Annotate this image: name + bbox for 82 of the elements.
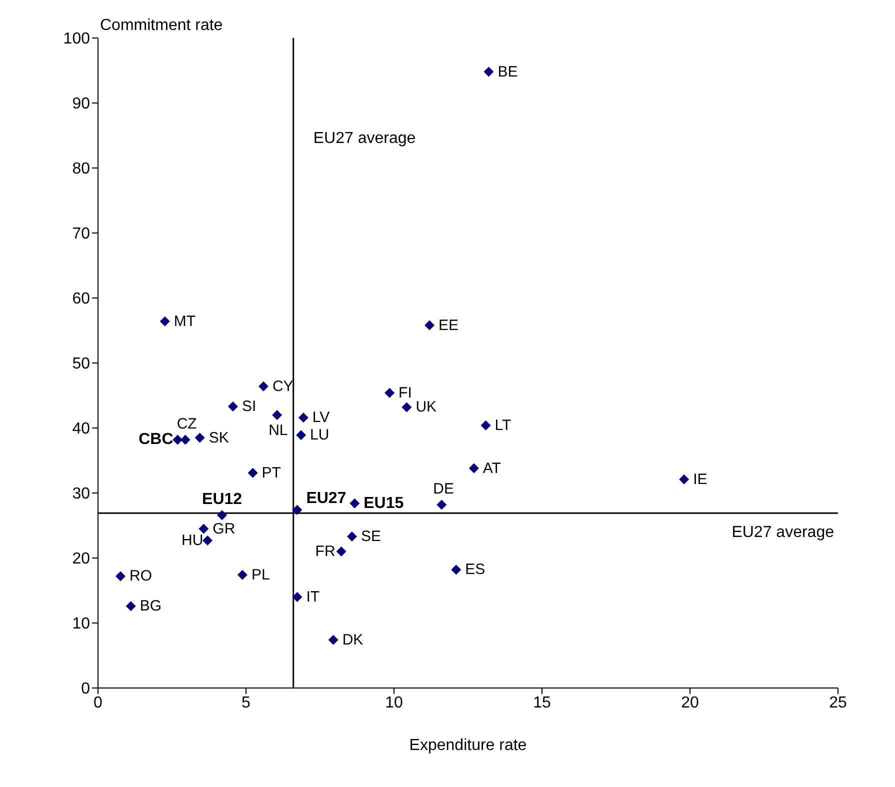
annotation: LV bbox=[312, 409, 330, 426]
y-tick-label: 70 bbox=[72, 226, 90, 243]
annotation: HU bbox=[182, 532, 204, 549]
ref-line-label: EU27 average bbox=[732, 524, 834, 542]
point bbox=[296, 430, 306, 440]
point bbox=[480, 420, 491, 430]
y-tick-label: 0 bbox=[81, 680, 90, 698]
point bbox=[115, 571, 126, 582]
point bbox=[272, 410, 282, 420]
x-tick-label: 5 bbox=[242, 694, 251, 712]
point bbox=[198, 524, 209, 534]
point bbox=[258, 381, 268, 392]
point bbox=[228, 402, 238, 412]
point bbox=[451, 564, 462, 575]
y-tick-label: 10 bbox=[72, 616, 90, 633]
annotation: RO bbox=[129, 568, 152, 585]
x-tick-label: 10 bbox=[385, 694, 403, 712]
y-tick-label: 40 bbox=[72, 420, 90, 438]
point bbox=[484, 66, 494, 77]
point bbox=[350, 498, 360, 508]
annotation: EU15 bbox=[364, 494, 404, 512]
annotation: FI bbox=[398, 384, 412, 402]
point bbox=[248, 468, 258, 478]
point bbox=[402, 402, 412, 412]
annotation: NL bbox=[268, 422, 288, 439]
annotation: AT bbox=[482, 460, 501, 477]
annotation: LU bbox=[310, 426, 330, 444]
annotation: CBC bbox=[138, 431, 174, 448]
x-tick-label: 25 bbox=[829, 694, 847, 712]
annotation: FR bbox=[315, 543, 336, 560]
point bbox=[160, 316, 170, 326]
y-tick-label: 20 bbox=[72, 550, 90, 568]
annotation: IE bbox=[693, 470, 708, 488]
annotation: PT bbox=[262, 464, 281, 482]
annotation: EU12 bbox=[202, 491, 242, 508]
annotation: SK bbox=[208, 429, 229, 446]
y-tick-label: 50 bbox=[72, 356, 90, 373]
annotation: EU27 bbox=[306, 490, 346, 507]
x-tick-label: 20 bbox=[681, 694, 699, 712]
point bbox=[328, 634, 338, 645]
annotation: LT bbox=[494, 416, 512, 434]
point bbox=[292, 592, 302, 602]
point bbox=[237, 570, 248, 580]
x-tick-label: 0 bbox=[94, 694, 103, 712]
point bbox=[384, 388, 395, 398]
annotation: UK bbox=[416, 398, 437, 416]
point bbox=[298, 412, 308, 423]
annotation: SI bbox=[242, 398, 256, 416]
point bbox=[217, 510, 228, 520]
annotation: DE bbox=[433, 480, 454, 498]
point bbox=[194, 432, 205, 443]
y-tick-label: 90 bbox=[72, 96, 90, 113]
point bbox=[424, 320, 435, 330]
annotation: MT bbox=[174, 312, 196, 330]
annotation: EE bbox=[438, 316, 459, 334]
ref-line-label: EU27 average bbox=[313, 130, 416, 147]
point bbox=[126, 601, 136, 612]
point bbox=[202, 535, 213, 546]
y-axis-title: Commitment rate bbox=[100, 17, 223, 34]
point bbox=[336, 546, 346, 556]
point bbox=[468, 463, 479, 474]
y-tick-label: 80 bbox=[72, 160, 90, 178]
point bbox=[679, 474, 690, 484]
annotation: ES bbox=[465, 561, 486, 578]
annotation: SE bbox=[360, 528, 381, 546]
annotation: PL bbox=[251, 566, 270, 584]
point bbox=[292, 504, 302, 515]
annotation: BG bbox=[140, 598, 162, 615]
point bbox=[172, 434, 183, 445]
point bbox=[436, 500, 447, 510]
annotation: GR bbox=[212, 520, 236, 538]
y-tick-label: 30 bbox=[72, 486, 90, 503]
annotation: IT bbox=[306, 588, 320, 606]
x-tick-label: 15 bbox=[533, 694, 551, 712]
annotation: DK bbox=[342, 631, 364, 648]
x-axis-title: Expenditure rate bbox=[409, 737, 527, 754]
annotation: BE bbox=[498, 63, 518, 80]
y-tick-label: 60 bbox=[72, 290, 90, 308]
y-tick-label: 100 bbox=[63, 30, 90, 48]
annotation: CZ bbox=[176, 416, 197, 433]
point bbox=[180, 434, 190, 445]
point bbox=[346, 532, 357, 542]
